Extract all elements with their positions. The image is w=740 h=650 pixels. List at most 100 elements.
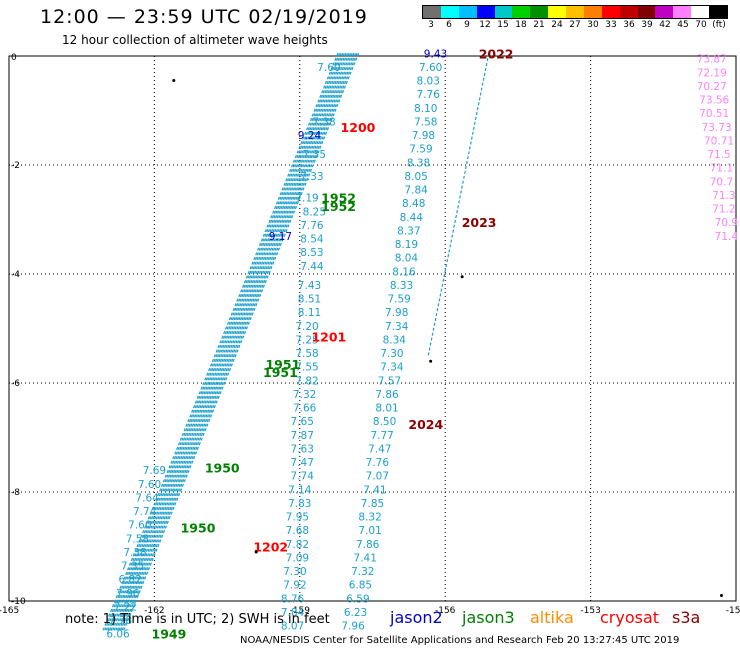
x-tick-label: -162	[144, 606, 164, 616]
legend-swatch	[423, 6, 441, 18]
wave-height-label: 6.23	[344, 607, 367, 619]
legend-label: 21	[533, 20, 545, 30]
wave-height-label: 8.53	[300, 247, 323, 259]
wave-height-label: 6.59	[346, 593, 369, 605]
wave-height-label: 7.58	[126, 533, 149, 545]
wave-height-label: 7.77	[370, 430, 393, 442]
time-annotation: 1202	[253, 540, 288, 555]
legend-swatch	[476, 6, 495, 18]
time-annotation: 2023	[462, 215, 497, 230]
legend-swatch	[458, 6, 477, 18]
wave-height-label: 7.85	[361, 498, 384, 510]
wave-height-label: 7.84	[404, 185, 428, 197]
wave-height-label: 7.65	[291, 416, 314, 428]
wave-height-label: 7.20	[295, 321, 318, 333]
wave-height-label: 73.56	[699, 95, 729, 107]
satellite-track-streak	[119, 53, 357, 632]
wave-height-label: 9.43	[424, 48, 447, 60]
legend-label: 30	[587, 20, 599, 30]
wave-height-label: 7.87	[291, 430, 314, 442]
legend-label: 45	[677, 20, 689, 30]
wave-height-label: 7.60	[317, 62, 340, 74]
wave-height-label: 8.10	[414, 103, 437, 115]
y-tick-label: 0	[11, 53, 17, 63]
wave-height-label: 7.30	[283, 566, 306, 578]
island-marker	[460, 275, 464, 279]
wave-height-label: 7.98	[412, 130, 435, 142]
wave-height-label: 7.69	[143, 465, 166, 477]
legend-label: 15	[497, 20, 509, 30]
y-tick-label: -2	[11, 161, 20, 171]
wave-height-label: 7.33	[300, 171, 323, 183]
legend-label: (ft)	[712, 20, 726, 30]
satellite-track-streak	[103, 53, 341, 632]
wave-height-label: 7.59	[387, 294, 410, 306]
legend-swatch	[673, 6, 692, 18]
wave-height-label: 7.92	[283, 580, 306, 592]
wave-height-label: 7.98	[385, 307, 408, 319]
wave-height-label: 6.85	[349, 580, 372, 592]
axis-labels: -165 -162 -159 -156 -153 -150 0 -2 -4 -6 -8 -10	[0, 53, 740, 616]
time-annotation: 1952	[321, 191, 356, 206]
satellite-tracks	[102, 53, 490, 632]
plot-frame	[8, 55, 737, 602]
legend-label: 42	[659, 20, 671, 30]
satellite-s3a: s3a	[672, 608, 701, 627]
wave-height-label: 7.30	[380, 348, 403, 360]
wave-height-label: 7.58	[295, 348, 318, 360]
legend-swatch	[566, 6, 584, 18]
legend-swatch	[619, 6, 638, 18]
wave-height-label: 71.3	[712, 190, 735, 202]
y-tick-label: -4	[11, 270, 20, 280]
wave-height-label: 7.14	[288, 484, 312, 496]
color-scale-legend	[422, 5, 728, 19]
wave-height-label: 7.59	[409, 144, 432, 156]
wave-height-label: 70.51	[699, 108, 729, 120]
wave-height-label: 7.78	[109, 615, 132, 627]
wave-height-label: 7.57	[378, 375, 401, 387]
legend-swatch	[512, 6, 531, 18]
satellite-track-streak	[110, 53, 347, 632]
wave-height-label: 7.41	[354, 552, 377, 564]
time-annotation: 1949	[152, 627, 187, 642]
time-annotation: 2024	[408, 417, 443, 432]
wave-height-label: 8.38	[407, 157, 430, 169]
time-annotation: 1201	[311, 330, 346, 345]
satellite-altika: altika	[530, 608, 574, 627]
wave-height-label: 8.37	[397, 225, 420, 237]
wave-height-label: 7.35	[121, 561, 144, 573]
wave-height-label: 7.22	[114, 601, 137, 613]
wave-height-label: 9.17	[269, 231, 292, 243]
x-tick-label: -156	[435, 606, 456, 616]
wave-height-label: 7.76	[417, 89, 441, 101]
satellite-jason3: jason3	[462, 608, 515, 627]
y-tick-label: -6	[11, 379, 20, 389]
time-annotation: 2022	[479, 46, 514, 61]
wave-height-label: 8.25	[303, 206, 326, 218]
wave-height-label: 7.09	[286, 552, 309, 564]
satellite-track-streak	[123, 53, 360, 632]
legend-label: 39	[641, 20, 653, 30]
island-marker	[719, 594, 723, 598]
wave-height-label: 7.95	[286, 512, 309, 524]
time-annotation: 1950	[205, 460, 240, 475]
satellite-track-streak	[108, 53, 345, 632]
wave-height-label: 7.19	[295, 193, 318, 205]
time-annotation: 1200	[341, 120, 376, 135]
wave-height-label: 71.1	[710, 163, 733, 175]
satellite-cryosat: cryosat	[600, 608, 660, 627]
wave-height-label: 7.96	[341, 621, 365, 633]
wave-height-label: 8.44	[400, 212, 424, 224]
wave-height-label: 7.38	[312, 116, 335, 128]
footer-note: note: 1) Time is in UTC; 2) SWH is in fe…	[65, 612, 330, 627]
wave-height-label: 72.19	[697, 67, 727, 79]
wave-height-label: 8.33	[390, 280, 413, 292]
wave-height-label: 7.47	[368, 443, 391, 455]
wave-height-values: 7.60 7.38 7.35 7.33 7.198.25 7.76 8.548.53 7.44…	[106, 48, 738, 640]
island-marker	[172, 79, 176, 83]
satellite-track-streak	[102, 53, 339, 632]
legend-swatch	[583, 6, 602, 18]
wave-height-label: 7.01	[358, 525, 381, 537]
